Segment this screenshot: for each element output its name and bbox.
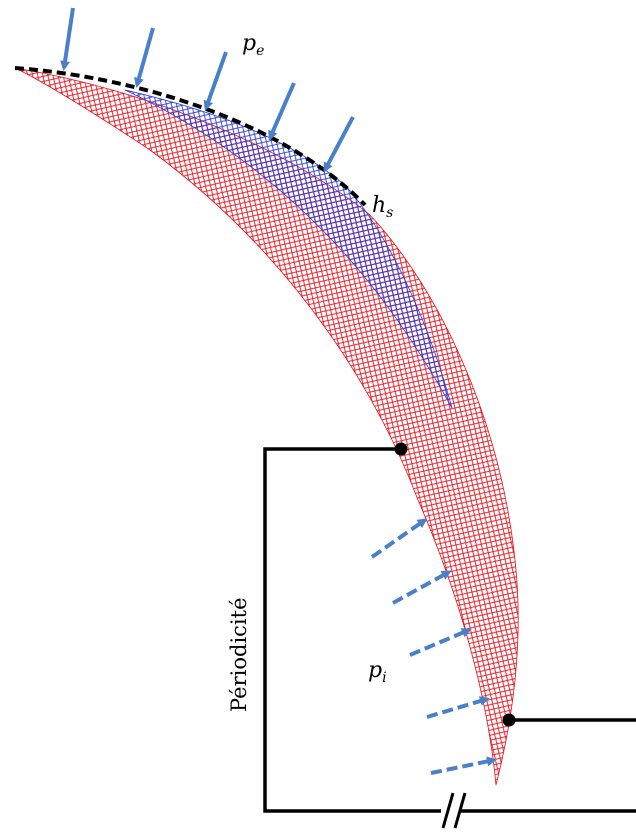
hs-boundary-line bbox=[14, 66, 367, 207]
label-pe-base: p bbox=[242, 31, 256, 56]
node-bottom-icon bbox=[502, 713, 516, 727]
frame-left-bracket bbox=[263, 447, 441, 813]
periodicity-label: Périodicité bbox=[227, 597, 251, 712]
label-pi: pi bbox=[368, 658, 387, 686]
solid-arrow-icon bbox=[268, 82, 296, 141]
dashed-arrow-icon bbox=[409, 628, 472, 657]
label-hs-sub: s bbox=[386, 205, 393, 221]
label-pe-sub: e bbox=[256, 43, 264, 59]
label-hs: hs bbox=[372, 193, 393, 221]
solid-arrow-icon bbox=[323, 116, 355, 173]
label-pi-sub: i bbox=[382, 670, 386, 686]
node-top-icon bbox=[394, 442, 408, 456]
dashed-arrow-icon bbox=[370, 518, 428, 559]
dashed-arrow-icon bbox=[426, 696, 490, 719]
label-pi-base: p bbox=[368, 658, 382, 683]
label-hs-base: h bbox=[372, 193, 386, 218]
solid-arrow-icon bbox=[134, 27, 155, 88]
double-slash-break-icon bbox=[441, 792, 467, 829]
dashed-arrow-icon bbox=[430, 756, 497, 775]
solid-arrow-icon bbox=[60, 7, 75, 71]
external-pressure-arrows bbox=[60, 7, 355, 173]
label-pe: pe bbox=[242, 31, 264, 59]
dashed-arrow-icon bbox=[392, 570, 452, 605]
internal-pressure-arrows bbox=[370, 518, 497, 775]
solid-arrow-icon bbox=[203, 51, 228, 111]
periodicity-frame bbox=[263, 447, 636, 813]
